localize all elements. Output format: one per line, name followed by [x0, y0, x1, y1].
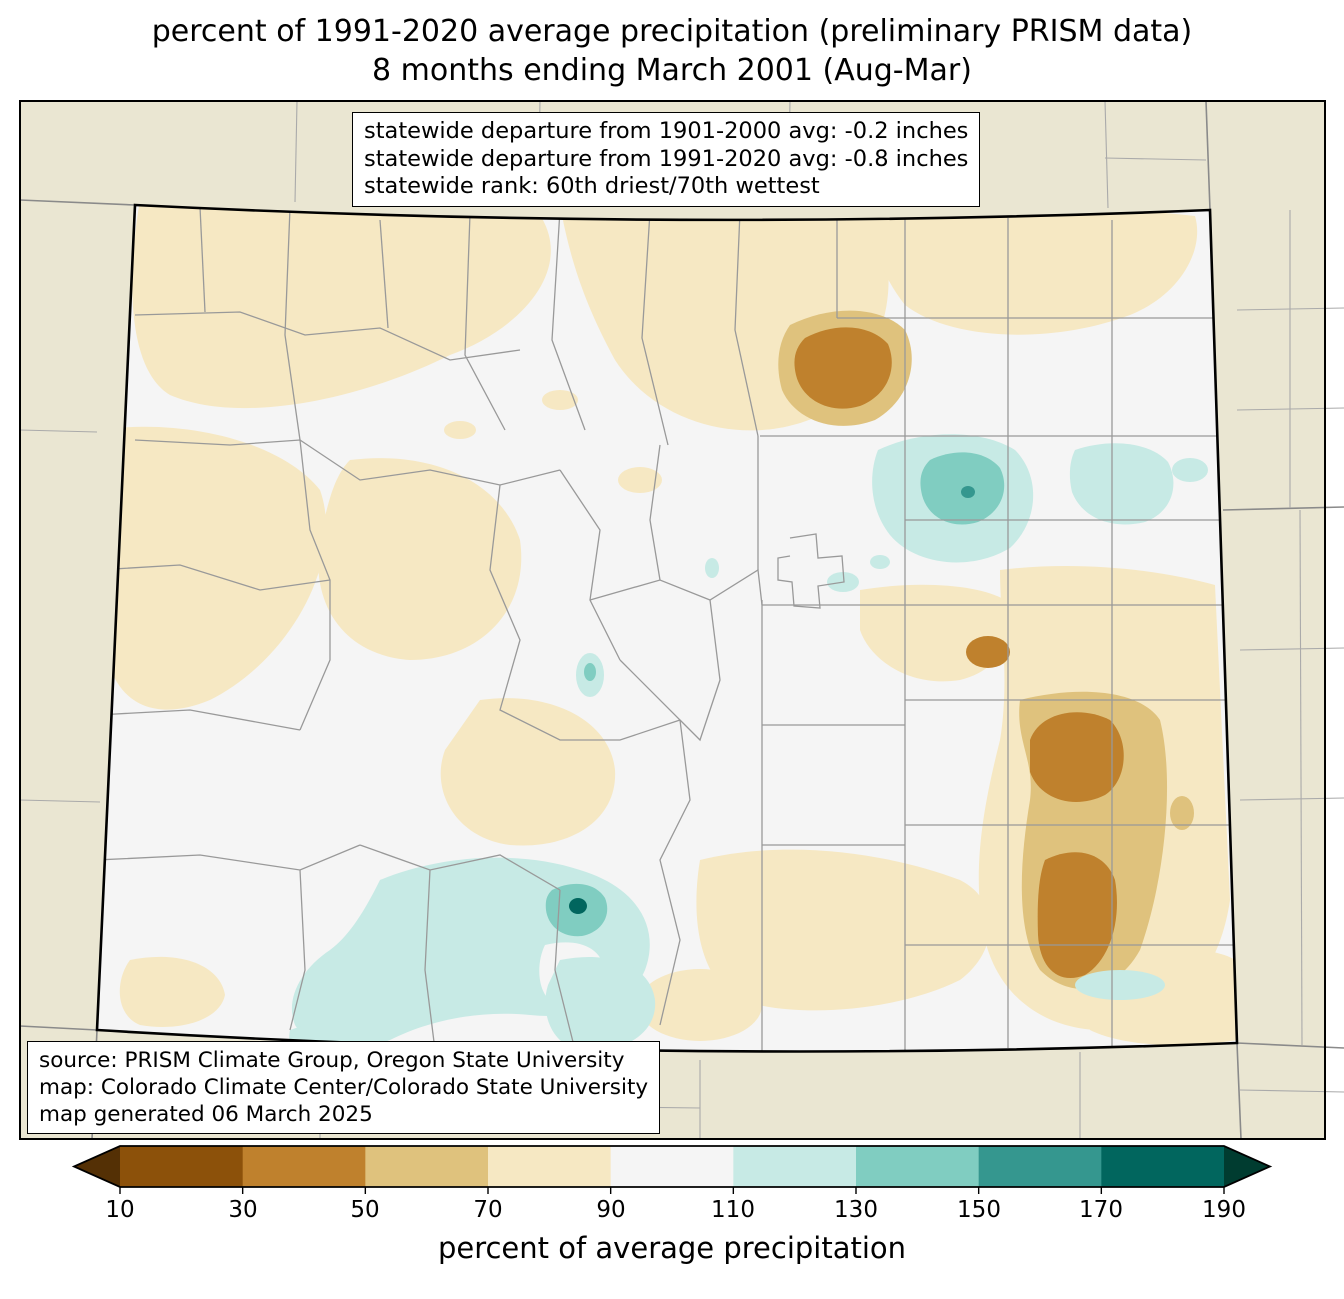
colorbar-tick-label: 190 — [1202, 1197, 1246, 1223]
map-area: statewide departure from 1901-2000 avg: … — [0, 100, 1344, 1140]
source-box: source: PRISM Climate Group, Oregon Stat… — [27, 1041, 661, 1134]
colorado-map-svg — [19, 100, 1344, 1140]
colorbar-tick-label: 110 — [711, 1197, 755, 1223]
state-fill — [97, 205, 1237, 1052]
colorbar-left-arrow — [74, 1146, 120, 1187]
colorbar-segment — [488, 1146, 612, 1187]
colorbar-tick-label: 130 — [834, 1197, 878, 1223]
precip-blobs-170-190 — [569, 898, 587, 914]
colorbar-tick-label: 10 — [105, 1197, 135, 1223]
colorbar-tick-label: 70 — [473, 1197, 503, 1223]
colorbar-segment — [610, 1146, 735, 1187]
colorbar-tick-label: 50 — [350, 1197, 380, 1223]
colorbar-tick-label: 30 — [228, 1197, 258, 1223]
colorbar-caption: percent of average precipitation — [437, 1231, 907, 1265]
colorbar-tick-label: 170 — [1079, 1197, 1123, 1223]
source-line-3: map generated 06 March 2025 — [39, 1102, 373, 1127]
precip-blobs-30-50 — [794, 327, 1124, 979]
stats-line-1: statewide departure from 1901-2000 avg: … — [364, 118, 969, 144]
source-line-1: source: PRISM Climate Group, Oregon Stat… — [39, 1048, 625, 1073]
source-line-2: map: Colorado Climate Center/Colorado St… — [39, 1075, 649, 1100]
precip-blobs-150-170 — [961, 486, 975, 498]
stats-line-2: statewide departure from 1991-2020 avg: … — [364, 145, 969, 172]
stats-line-3: statewide rank: 60th driest/70th wettest — [364, 173, 820, 199]
colorbar-segment — [978, 1146, 1103, 1187]
colorbar-right-arrow — [1224, 1146, 1270, 1187]
colorbar-svg — [71, 1145, 1273, 1194]
colorbar-segment — [120, 1146, 244, 1187]
colorbar-segment — [1101, 1146, 1224, 1187]
figure-title: percent of 1991-2020 average precipitati… — [0, 12, 1344, 90]
colorbar — [0, 1143, 1344, 1199]
colorbar-segment — [365, 1146, 489, 1187]
colorbar-ticks — [119, 1187, 1225, 1194]
colorbar-tick-label: 150 — [957, 1197, 1001, 1223]
colorbar-tick-labels: 10 30 50 70 90 110 130 150 170 190 — [0, 1197, 1344, 1227]
colorbar-segment — [242, 1146, 367, 1187]
axes-frame — [19, 100, 1326, 1140]
colorbar-tick-label: 90 — [596, 1197, 626, 1223]
colorbar-segment — [733, 1146, 857, 1187]
title-line-1: percent of 1991-2020 average precipitati… — [151, 14, 1193, 49]
title-line-2: 8 months ending March 2001 (Aug-Mar) — [372, 53, 972, 88]
colorbar-segment — [856, 1146, 980, 1187]
county-lines — [97, 206, 1236, 1052]
stats-box: statewide departure from 1901-2000 avg: … — [352, 112, 981, 207]
